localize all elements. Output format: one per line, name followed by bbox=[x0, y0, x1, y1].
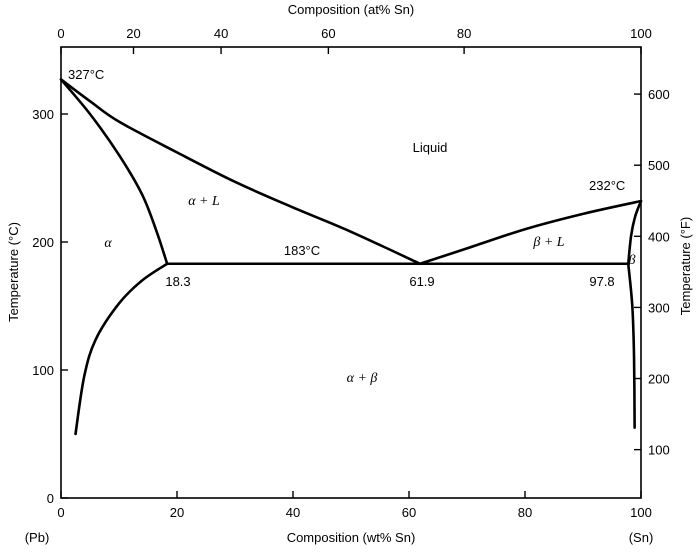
top-tick-label: 40 bbox=[214, 26, 228, 41]
right-tick-label: 100 bbox=[648, 443, 670, 458]
alpha-liquid-region-label: α + L bbox=[188, 194, 220, 209]
alpha-solvus-curve bbox=[74, 262, 169, 436]
top-axis-title: Composition (at% Sn) bbox=[288, 2, 414, 17]
plot-frame bbox=[60, 46, 642, 499]
bottom-axis-title: Composition (wt% Sn) bbox=[287, 530, 416, 545]
right-tick-label: 600 bbox=[648, 87, 670, 102]
alpha-beta-region-label: α + β bbox=[347, 371, 378, 386]
sn-end-label: (Sn) bbox=[629, 530, 654, 545]
eutectic-temperature-label: 183°C bbox=[284, 243, 320, 258]
left-tick-label: 200 bbox=[32, 235, 54, 250]
beta-region-label: β bbox=[628, 253, 636, 268]
beta-solidus-curve bbox=[626, 199, 643, 266]
alpha-solidus-curve bbox=[59, 78, 169, 266]
left-tick-label: 100 bbox=[32, 363, 54, 378]
top-tick-label: 60 bbox=[321, 26, 335, 41]
axis-ticks: 0 20 40 60 80 100 0 20 40 60 80 100 0 100 200 300 100 200… bbox=[32, 26, 669, 520]
liquid-region-label: Liquid bbox=[413, 140, 448, 155]
bottom-tick-label: 0 bbox=[57, 505, 64, 520]
pb-end-label: (Pb) bbox=[25, 530, 50, 545]
left-tick-label: 300 bbox=[32, 107, 54, 122]
alpha-max-solubility-label: 18.3 bbox=[165, 274, 190, 289]
top-tick-label: 0 bbox=[57, 26, 64, 41]
bottom-tick-label: 100 bbox=[630, 505, 652, 520]
right-tick-label: 400 bbox=[648, 229, 670, 244]
left-tick-label: 0 bbox=[47, 491, 54, 506]
top-tick-label: 80 bbox=[457, 26, 471, 41]
pb-melting-point-label: 327°C bbox=[68, 67, 104, 82]
top-tick-label: 100 bbox=[630, 26, 652, 41]
beta-liquid-region-label: β + L bbox=[532, 235, 564, 250]
eutectic-composition-label: 61.9 bbox=[409, 274, 434, 289]
bottom-tick-label: 20 bbox=[170, 505, 184, 520]
right-axis-title: Temperature (°F) bbox=[678, 217, 693, 315]
right-tick-label: 500 bbox=[648, 158, 670, 173]
right-tick-label: 200 bbox=[648, 372, 670, 387]
bottom-tick-label: 60 bbox=[402, 505, 416, 520]
liquidus-left-curve bbox=[59, 78, 422, 266]
bottom-tick-label: 40 bbox=[286, 505, 300, 520]
right-tick-label: 300 bbox=[648, 300, 670, 315]
beta-max-solubility-label: 97.8 bbox=[589, 274, 614, 289]
sn-melting-point-label: 232°C bbox=[589, 178, 625, 193]
top-tick-label: 20 bbox=[126, 26, 140, 41]
alpha-region-label: α bbox=[104, 236, 112, 251]
beta-solvus-curve bbox=[626, 262, 636, 429]
bottom-tick-label: 80 bbox=[518, 505, 532, 520]
liquidus-right-curve bbox=[418, 199, 643, 266]
left-axis-title: Temperature (°C) bbox=[6, 222, 21, 322]
